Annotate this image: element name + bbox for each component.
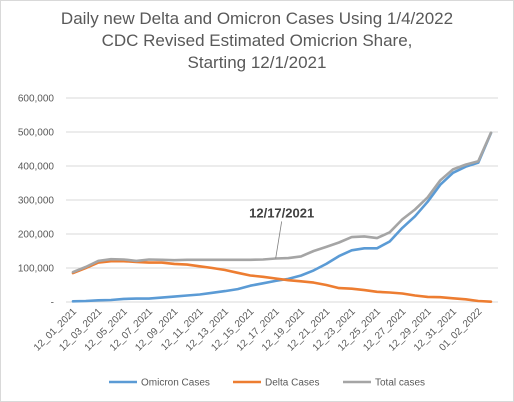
annotation-label: 12/17/2021 [249, 205, 314, 220]
y-tick-label: 300,000 [18, 196, 55, 207]
y-tick-label: 200,000 [18, 230, 55, 241]
series-lines [71, 131, 493, 304]
annotation-leader-line [275, 221, 283, 259]
y-tick-label: 100,000 [18, 264, 55, 275]
legend-label: Omicron Cases [141, 378, 210, 389]
x-axis-ticks: 12_01_202112_03_202112_05_202112_07_2021… [32, 306, 485, 353]
legend-label: Delta Cases [265, 378, 319, 389]
series-line-delta-cases [71, 259, 493, 304]
y-tick-label: 600,000 [18, 94, 55, 105]
y-tick-label: 400,000 [18, 162, 55, 173]
y-tick-label: - [51, 298, 54, 309]
chart-title-line-1: Daily new Delta and Omicron Cases Using … [60, 9, 454, 28]
annotations: 12/17/2021 [249, 205, 314, 259]
gridlines [66, 97, 498, 303]
chart-title: Daily new Delta and Omicron Cases Using … [1, 8, 513, 74]
legend-label: Total cases [375, 378, 425, 389]
chart-title-line-3: Starting 12/1/2021 [187, 53, 327, 72]
series-line-total-cases [71, 131, 493, 274]
y-tick-label: 500,000 [18, 128, 55, 139]
chart-title-line-2: CDC Revised Estimated Omicrion Share, [101, 31, 413, 50]
y-axis-ticks: - 100,000 200,000 300,000 400,000 500,000 600,… [18, 94, 55, 309]
legend: Omicron Cases Delta Cases Total cases [109, 378, 425, 389]
